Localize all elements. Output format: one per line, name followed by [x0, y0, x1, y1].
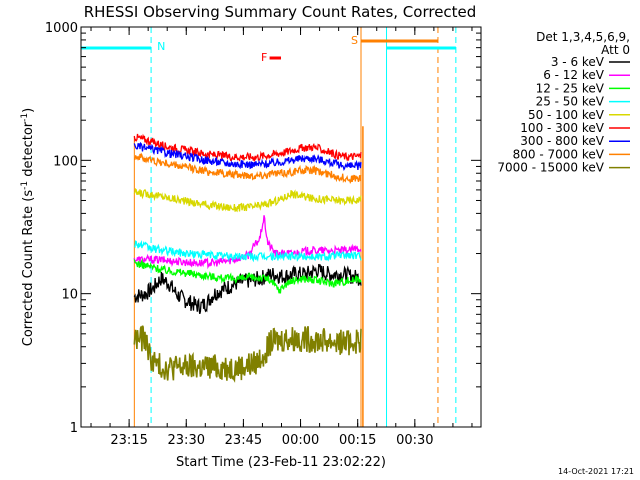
- x-axis-label: Start Time (23-Feb-11 23:02:22): [176, 455, 386, 470]
- x-tick-label-2: 23:45: [225, 433, 262, 448]
- x-tick-label-1: 23:30: [168, 433, 205, 448]
- x-tick-label-0: 23:15: [110, 433, 147, 448]
- y-tick-label-2: 100: [53, 154, 78, 169]
- annotation-flare-flag: F: [261, 51, 267, 64]
- annotation-night-start: N: [157, 40, 165, 53]
- y-tick-label-3: 1000: [45, 21, 78, 36]
- legend-label-8: 7000 - 15000 keV: [497, 161, 604, 175]
- legend-label-0: 3 - 6 keV: [551, 55, 605, 69]
- series-line-0: [133, 263, 362, 315]
- x-tick-label-4: 00:15: [339, 433, 376, 448]
- series-line-7: [134, 152, 362, 184]
- legend-label-3: 25 - 50 keV: [536, 95, 605, 109]
- legend-label-7: 800 - 7000 keV: [513, 147, 605, 161]
- y-axis-label-sup1: -1: [20, 181, 30, 190]
- series-line-4: [133, 187, 362, 213]
- series-line-2: [133, 258, 362, 294]
- series-line-6: [133, 141, 362, 172]
- chart-title: RHESSI Observing Summary Count Rates, Co…: [84, 3, 477, 21]
- legend-label-5: 100 - 300 keV: [520, 121, 604, 135]
- legend-label-2: 12 - 25 keV: [536, 81, 605, 95]
- x-tick-label-3: 00:00: [282, 433, 319, 448]
- legend-header-attenuator: Att 0: [601, 43, 630, 57]
- series-line-8: [133, 325, 362, 383]
- series-line-3: [133, 240, 362, 263]
- y-axis-label-mid: detector: [21, 121, 36, 181]
- y-tick-label-0: 1: [70, 421, 78, 436]
- plot-data-layer: N S F: [80, 27, 457, 427]
- legend-header-detectors: Det 1,3,4,5,6,9,: [536, 30, 630, 44]
- y-tick-label-1: 10: [61, 288, 78, 303]
- legend-label-1: 6 - 12 keV: [543, 68, 605, 82]
- x-tick-label-5: 00:30: [396, 433, 433, 448]
- annotation-saa-start: S: [351, 34, 358, 47]
- x-axis-ticks: 23:15 23:30 23:45 00:00 00:15 00:30: [90, 27, 473, 448]
- legend-label-6: 300 - 800 keV: [520, 134, 604, 148]
- y-axis-label-main: Corrected Count Rate (s: [21, 190, 36, 347]
- legend-label-4: 50 - 100 keV: [528, 108, 605, 122]
- y-axis-label-end: ): [21, 108, 36, 113]
- series-line-5: [133, 133, 362, 163]
- y-axis-ticks: 1 10 100 1000: [45, 21, 481, 436]
- y-axis-label-sup2: -1: [20, 113, 30, 122]
- y-axis-label: Corrected Count Rate (s-1 detector-1): [20, 108, 36, 346]
- footer-date: 14-Oct-2021 17:21: [558, 467, 634, 476]
- plot-frame: [80, 26, 482, 428]
